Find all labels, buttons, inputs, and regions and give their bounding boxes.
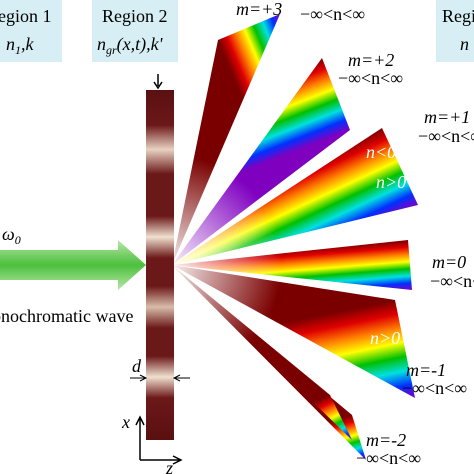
region-params: n: [460, 34, 469, 54]
incident-wave: [0, 240, 146, 290]
region-box: [92, 0, 178, 62]
order-labels: m=+3 −∞<n<∞ m=+2 −∞<n<∞ m=+1 −∞<n<∞ n<0 …: [236, 0, 474, 468]
axes: [135, 415, 183, 465]
region-box: [436, 0, 474, 62]
region-params: n1,k: [6, 34, 35, 57]
order-m: m=0: [432, 252, 466, 272]
region-title: Region 2: [102, 6, 168, 26]
order-range: −∞<n<∞: [430, 271, 474, 291]
order-sub: n<0: [366, 142, 396, 162]
thickness-label: d: [132, 356, 142, 376]
arrow: [153, 74, 163, 90]
region-params: ngr(x,t),k': [97, 34, 164, 57]
region-title: Region 1: [0, 6, 52, 26]
region-box: [0, 0, 62, 62]
order-m: m=-2: [366, 430, 406, 450]
frequency: ω0: [2, 224, 21, 247]
axis-label: x: [121, 412, 130, 432]
order-wedge: [172, 240, 412, 290]
region-title: Region 3: [442, 6, 474, 26]
axis-label: z: [165, 458, 173, 474]
wave-label: Monochromatic wave: [0, 306, 133, 326]
arrowhead: [139, 374, 181, 382]
order-range: −∞<n<∞: [338, 68, 403, 88]
order-m: m=+1: [424, 107, 470, 127]
order-range: −∞<n<∞: [356, 448, 421, 468]
order-range: −∞<n<∞: [300, 4, 365, 24]
order-sub: n>0: [370, 328, 400, 348]
order-sub: n<0: [382, 398, 412, 418]
grating: [146, 90, 174, 440]
order-m: m=-1: [406, 360, 446, 380]
order-m: m=+2: [348, 50, 394, 70]
order-range: −∞<n<∞: [418, 126, 474, 146]
order-sub: n>0: [376, 172, 406, 192]
order-range: −∞<n<∞: [402, 378, 467, 398]
order-m: m=+3: [236, 0, 282, 19]
